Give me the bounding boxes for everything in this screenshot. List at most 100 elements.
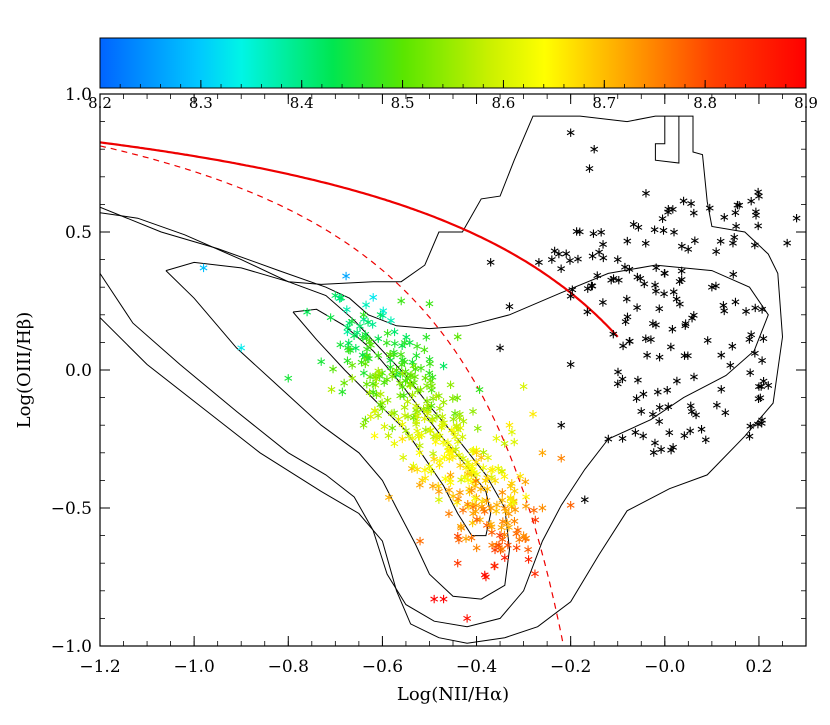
sf-point [423,396,431,406]
colorbar-tick-label: 8.4 [290,94,314,112]
sf-point [398,369,407,378]
sf-point [472,457,481,467]
sf-point [303,307,312,317]
sf-point [500,553,509,562]
sf-point [429,449,438,458]
agn-point [618,434,627,443]
agn-point [663,386,672,395]
agn-point [583,307,592,317]
sf-point [524,545,533,554]
agn-point [746,368,755,377]
agn-point [747,330,756,339]
sf-point [380,378,389,387]
colorbar-ticks: 8.2 8.3 8.4 8.5 8.6 8.7 8.8 8.9 [88,80,818,112]
agn-point [686,426,695,436]
agn-point [679,196,688,206]
agn-point [731,297,740,307]
agn-point [758,415,766,425]
sf-point [380,422,389,431]
agn-point [668,205,677,214]
sf-point [500,472,509,481]
data-points [199,128,801,623]
sf-point [521,477,530,487]
sf-point [237,343,246,353]
agn-point [745,335,754,344]
agn-point [651,280,659,290]
y-axis-title: Log(OIII/Hβ) [14,312,35,429]
sf-point [403,397,412,406]
agn-point [677,275,686,284]
sf-point [374,334,383,343]
agn-point [655,352,664,362]
sf-point [433,412,441,421]
sf-point [363,345,371,354]
x-tick-label: −1.2 [79,657,120,677]
agn-point [712,400,721,410]
sf-point [421,373,430,383]
sf-point [399,391,408,400]
sf-point [486,503,495,513]
sf-point [438,419,447,428]
sf-point [415,441,424,450]
sf-point [566,501,575,510]
sf-point [362,380,371,389]
sf-point [483,473,492,483]
sf-point [428,415,437,425]
sf-point [496,531,504,540]
sf-point [425,368,434,378]
sf-point [498,488,507,497]
agn-point [742,307,750,316]
colorbar-tick-label: 8.8 [693,94,717,112]
sf-point [428,372,437,382]
agn-point [712,247,721,256]
sf-point [412,420,421,429]
sf-point [397,350,405,359]
sf-point [364,354,373,363]
sf-point [469,407,477,416]
sf-point [463,614,472,623]
agn-point [686,401,695,410]
sf-point [446,380,455,390]
kauffmann-line [100,145,565,646]
sf-point [350,331,358,341]
agn-point [759,376,768,386]
sf-point [338,387,347,397]
sf-point [368,320,377,329]
agn-point [641,239,650,248]
agn-point [619,341,627,351]
sf-point [342,305,351,314]
sf-point [506,481,515,491]
sf-point [416,536,424,546]
agn-point [703,336,712,345]
agn-point [642,189,650,198]
agn-point [733,200,742,210]
sf-point [455,410,464,419]
sf-point [357,358,366,367]
sf-point [412,351,421,360]
sf-point [343,323,352,332]
sf-point [439,594,448,604]
agn-point [680,351,689,360]
agn-point [623,236,632,246]
agn-point [707,283,716,292]
agn-point [754,221,763,231]
sf-point [471,476,480,486]
agn-point [554,249,563,259]
sf-point [500,439,509,448]
agn-point [683,351,692,360]
agn-point [621,262,629,272]
sf-point [369,293,378,302]
sf-point [420,345,429,355]
agn-point [634,223,643,232]
agn-point [655,403,664,412]
sf-point [484,453,492,462]
sf-point [388,367,397,377]
sf-point [538,448,547,457]
agn-point [486,258,495,267]
sf-point [415,480,424,490]
sf-point [522,492,530,502]
sf-point [494,464,503,473]
sf-point [531,515,540,525]
agn-point [660,289,668,299]
sf-point [326,313,335,322]
